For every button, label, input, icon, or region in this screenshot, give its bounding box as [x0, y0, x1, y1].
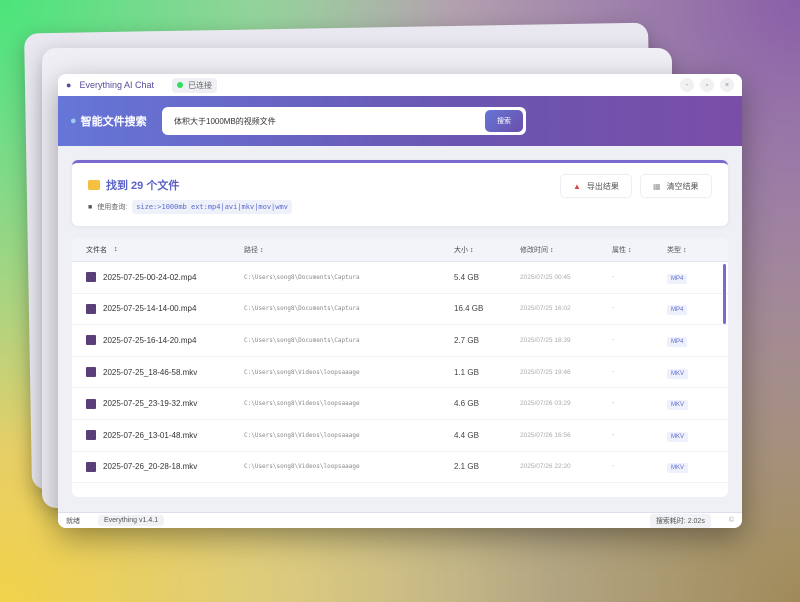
table-row[interactable]: 2025-07-25-16-14-20.mp4 C:\Users\song8\D…: [72, 325, 728, 357]
file-type-badge: MKV: [667, 368, 689, 379]
search-header: ● 智能文件搜索 体积大于1000MB的视频文件 搜索: [58, 96, 742, 146]
file-type-badge: MKV: [667, 463, 689, 474]
status-bar: 就绪 Everything v1.4.1 搜索耗时: 2.02s ©: [58, 512, 742, 528]
elapsed-label: 搜索耗时: 2.02s: [649, 513, 711, 528]
file-size: 16.4 GB: [454, 304, 484, 314]
file-size: 2.1 GB: [454, 462, 479, 472]
file-path: C:\Users\song8\Videos\loopsaaage: [244, 368, 360, 376]
connection-badge: 已连接: [171, 77, 217, 93]
file-path: C:\Users\song8\Documents\Captura: [244, 305, 360, 313]
table-row[interactable]: 2025-07-25_23-19-32.mkv C:\Users\song8\V…: [72, 388, 728, 420]
file-name: 2025-07-25_18-46-58.mkv: [103, 367, 198, 377]
file-type-badge: MP4: [667, 336, 688, 347]
file-modified: 2025/07/25 00:45: [520, 273, 571, 281]
video-file-icon: [86, 335, 96, 346]
export-icon: ▲: [573, 181, 581, 191]
table-row[interactable]: 2025-07-25-00-24-02.mp4 C:\Users\song8\D…: [72, 262, 728, 294]
query-code: size:>1000mb ext:mp4|avi|mkv|mov|wmv: [132, 200, 292, 214]
column-attributes[interactable]: 属性 ↕: [612, 246, 632, 254]
file-path: C:\Users\song8\Videos\loopsaaage: [244, 463, 360, 471]
title-bar: ● Everything AI Chat 已连接 - ▫ ×: [58, 74, 742, 96]
scrollbar[interactable]: [723, 264, 726, 324]
file-modified: 2025/07/25 16:02: [520, 305, 571, 313]
file-modified: 2025/07/25 19:46: [520, 368, 571, 376]
maximize-button[interactable]: ▫: [700, 78, 714, 92]
table-row[interactable]: 2025-07-26_13-01-48.mkv C:\Users\song8\V…: [72, 420, 728, 452]
table-header: 文件名 ↕ 路径 ↕ 大小 ↕ 修改时间 ↕ 属性 ↕ 类型 ↕: [72, 238, 728, 262]
info-icon: ©: [728, 517, 734, 524]
table-row[interactable]: 2025-07-25_18-46-58.mkv C:\Users\song8\V…: [72, 357, 728, 389]
table-row[interactable]: 2025-07-25-14-14-00.mp4 C:\Users\song8\D…: [72, 294, 728, 326]
header-title: 智能文件搜索: [80, 116, 147, 128]
file-modified: 2025/07/26 03:29: [520, 400, 571, 408]
results-summary-card: 找到 29 个文件 ■ 使用查询: size:>1000mb ext:mp4|avi…: [72, 160, 728, 226]
file-path: C:\Users\song8\Documents\Captura: [244, 273, 360, 281]
file-type-badge: MKV: [667, 400, 689, 411]
column-size[interactable]: 大小 ↕: [454, 246, 474, 254]
file-size: 5.4 GB: [454, 272, 479, 282]
file-name: 2025-07-26_13-01-48.mkv: [103, 430, 198, 440]
search-button[interactable]: 搜索: [485, 110, 523, 132]
status-state: 就绪: [66, 517, 80, 525]
file-path: C:\Users\song8\Documents\Captura: [244, 336, 360, 344]
found-count: 找到 29 个文件: [106, 180, 180, 192]
video-file-icon: [86, 430, 96, 441]
close-button[interactable]: ×: [720, 78, 734, 92]
file-name: 2025-07-26_20-28-18.mkv: [103, 462, 198, 472]
search-input[interactable]: 体积大于1000MB的视频文件 搜索: [162, 107, 526, 135]
file-size: 4.6 GB: [454, 399, 479, 409]
column-modified[interactable]: 修改时间 ↕: [520, 246, 554, 254]
file-modified: 2025/07/25 18:39: [520, 336, 571, 344]
file-type-badge: MP4: [667, 305, 688, 316]
file-attributes: -: [612, 273, 615, 281]
app-title: Everything AI Chat: [79, 80, 154, 90]
file-path: C:\Users\song8\Videos\loopsaaage: [244, 431, 360, 439]
results-table: 文件名 ↕ 路径 ↕ 大小 ↕ 修改时间 ↕ 属性 ↕ 类型 ↕ 2025-07…: [72, 238, 728, 497]
column-type[interactable]: 类型 ↕: [667, 246, 687, 254]
file-size: 1.1 GB: [454, 367, 479, 377]
search-logo-icon: ●: [66, 80, 72, 90]
file-size: 2.7 GB: [454, 335, 479, 345]
video-file-icon: [86, 461, 96, 472]
column-name[interactable]: 文件名 ↕: [86, 246, 118, 254]
magnifier-icon: ●: [70, 115, 77, 127]
file-attributes: -: [612, 463, 615, 471]
computer-icon: ■: [88, 203, 93, 211]
file-attributes: -: [612, 431, 615, 439]
file-attributes: -: [612, 336, 615, 344]
file-attributes: -: [612, 368, 615, 376]
version-label: Everything v1.4.1: [98, 515, 165, 526]
file-name: 2025-07-25-14-14-00.mp4: [103, 304, 197, 314]
status-dot-icon: [176, 82, 183, 88]
app-window: ● Everything AI Chat 已连接 - ▫ × ● 智能文件搜索 体…: [58, 74, 742, 528]
file-attributes: -: [612, 305, 615, 313]
file-type-badge: MKV: [667, 431, 689, 442]
trash-icon: ▦: [653, 181, 661, 191]
export-button[interactable]: ▲ 导出结果: [560, 174, 632, 198]
file-modified: 2025/07/26 22:20: [520, 463, 571, 471]
file-name: 2025-07-25_23-19-32.mkv: [103, 399, 198, 409]
file-type-badge: MP4: [667, 273, 688, 284]
video-file-icon: [86, 272, 96, 283]
video-file-icon: [86, 303, 96, 314]
file-modified: 2025/07/26 16:56: [520, 431, 571, 439]
column-path[interactable]: 路径 ↕: [244, 246, 264, 254]
clear-button[interactable]: ▦ 清空结果: [640, 174, 712, 198]
file-attributes: -: [612, 400, 615, 408]
file-path: C:\Users\song8\Videos\loopsaaage: [244, 400, 360, 408]
video-file-icon: [86, 367, 96, 378]
file-name: 2025-07-25-16-14-20.mp4: [103, 335, 197, 345]
file-size: 4.4 GB: [454, 430, 479, 440]
folder-icon: [88, 180, 100, 190]
file-name: 2025-07-25-00-24-02.mp4: [103, 272, 197, 282]
video-file-icon: [86, 398, 96, 409]
minimize-button[interactable]: -: [680, 78, 694, 92]
table-row[interactable]: 2025-07-26_20-28-18.mkv C:\Users\song8\V…: [72, 452, 728, 484]
